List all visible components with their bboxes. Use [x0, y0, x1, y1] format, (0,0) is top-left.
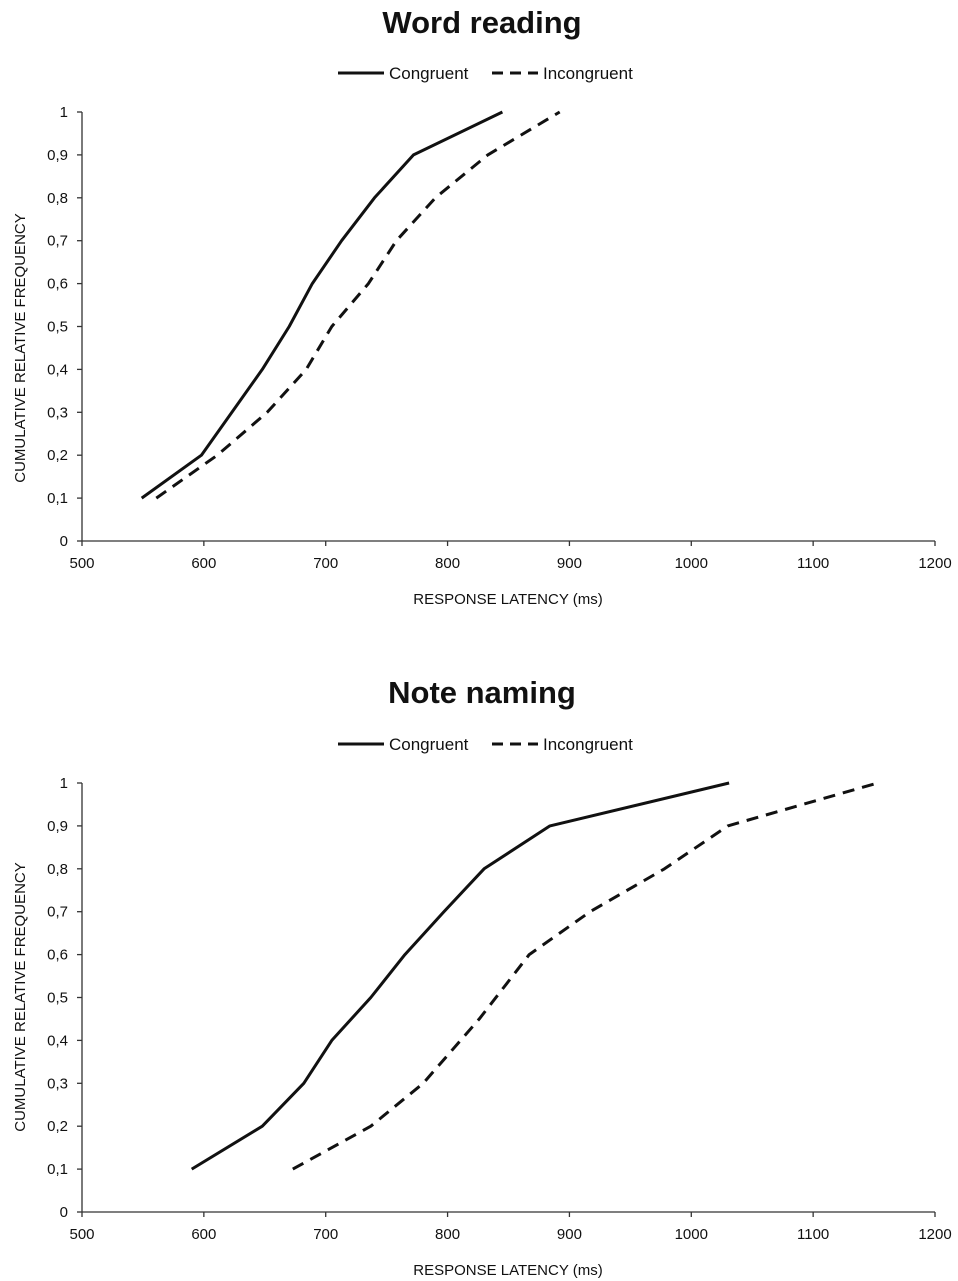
series-lines [190, 781, 879, 1171]
x-axis-title: RESPONSE LATENCY (ms) [413, 591, 602, 608]
legend-congruent-label: Congruent [389, 64, 469, 83]
axes [81, 112, 935, 542]
y-tick-label: 0,7 [47, 233, 68, 250]
chart-title: Word reading [382, 5, 581, 40]
y-tick-label: 0,2 [47, 447, 68, 464]
y-tick-label: 0,7 [47, 904, 68, 921]
y-axis-title: CUMULATIVE RELATIVE FREQUENCY [12, 213, 29, 483]
x-tick-label: 500 [69, 1226, 94, 1243]
x-tick-label: 1200 [918, 555, 951, 572]
y-axis-title: CUMULATIVE RELATIVE FREQUENCY [12, 862, 29, 1132]
series-line-congruent [190, 781, 730, 1171]
y-axis-ticks: 0 0,1 0,2 0,3 0,4 0,5 0,6 0,7 0,8 0,9 1 [47, 104, 82, 550]
y-tick-label: 1 [60, 775, 68, 792]
y-tick-label: 0,9 [47, 147, 68, 164]
chart-note-naming: Note naming Congruent Incongruent 500 600… [0, 641, 958, 1281]
series-line-congruent [140, 110, 504, 500]
x-tick-label: 700 [313, 1226, 338, 1243]
x-tick-label: 700 [313, 555, 338, 572]
legend: Congruent Incongruent [338, 735, 633, 754]
chart-svg: Word reading Congruent Incongruent 500 60… [12, 5, 952, 608]
x-tick-label: 1200 [918, 1226, 951, 1243]
legend-congruent-label: Congruent [389, 735, 469, 754]
y-tick-label: 0,8 [47, 190, 68, 207]
y-tick-label: 0,4 [47, 361, 68, 378]
x-tick-label: 1100 [797, 555, 829, 572]
series-lines [140, 110, 561, 500]
y-tick-label: 0,6 [47, 276, 68, 293]
y-tick-label: 0,1 [47, 490, 68, 507]
y-tick-label: 0,2 [47, 1118, 68, 1135]
y-tick-label: 0,6 [47, 947, 68, 964]
legend-incongruent-label: Incongruent [543, 64, 633, 83]
x-tick-label: 900 [557, 555, 582, 572]
y-tick-label: 0 [60, 1204, 68, 1221]
x-axis-ticks: 500 600 700 800 900 1000 1100 1200 [69, 1212, 952, 1243]
series-line-incongruent [292, 781, 879, 1171]
series-line-incongruent [155, 110, 561, 500]
x-tick-label: 800 [435, 1226, 460, 1243]
y-tick-label: 0,8 [47, 861, 68, 878]
y-tick-label: 0,5 [47, 319, 68, 336]
x-tick-label: 500 [69, 555, 94, 572]
x-axis-title: RESPONSE LATENCY (ms) [413, 1262, 602, 1279]
legend: Congruent Incongruent [338, 64, 633, 83]
x-tick-label: 800 [435, 555, 460, 572]
x-tick-label: 600 [191, 1226, 216, 1243]
y-tick-label: 0,5 [47, 990, 68, 1007]
y-tick-label: 0,1 [47, 1161, 68, 1178]
legend-incongruent-label: Incongruent [543, 735, 633, 754]
chart-word-reading: Word reading Congruent Incongruent 500 60… [0, 0, 958, 640]
x-tick-label: 1100 [797, 1226, 829, 1243]
y-tick-label: 0,9 [47, 818, 68, 835]
y-axis-ticks: 0 0,1 0,2 0,3 0,4 0,5 0,6 0,7 0,8 0,9 1 [47, 775, 82, 1221]
x-tick-label: 1000 [675, 555, 708, 572]
x-axis-ticks: 500 600 700 800 900 1000 1100 1200 [69, 541, 952, 572]
y-tick-label: 0,3 [47, 1075, 68, 1092]
chart-title: Note naming [388, 675, 576, 710]
y-tick-label: 0,3 [47, 404, 68, 421]
x-tick-label: 900 [557, 1226, 582, 1243]
x-tick-label: 1000 [675, 1226, 708, 1243]
y-tick-label: 1 [60, 104, 68, 121]
chart-svg: Note naming Congruent Incongruent 500 600… [12, 675, 952, 1279]
y-tick-label: 0,4 [47, 1032, 68, 1049]
y-tick-label: 0 [60, 533, 68, 550]
x-tick-label: 600 [191, 555, 216, 572]
axes [81, 783, 935, 1213]
